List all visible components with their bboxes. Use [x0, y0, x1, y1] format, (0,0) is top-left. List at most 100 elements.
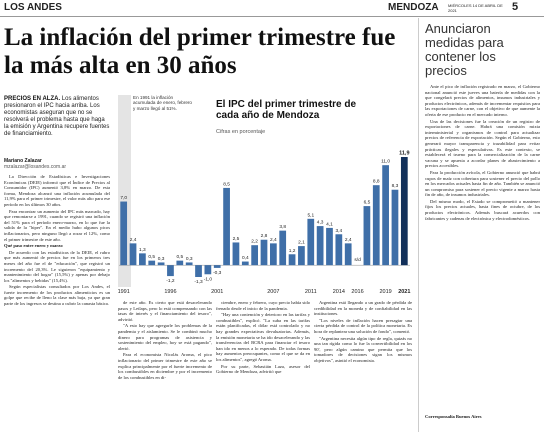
x-tick-label: 2016: [351, 289, 363, 295]
value-label: 1,2: [289, 248, 296, 254]
column: ciembre, enero y febrero, cuyo precio ha…: [216, 300, 310, 432]
paragraph: Para el economista Nicolás Aroma, el pic…: [118, 352, 212, 380]
bar: [335, 234, 343, 266]
value-label: 3,8: [279, 224, 286, 230]
section-name: MENDOZA: [388, 2, 439, 13]
chart-subtitle: Cifras en porcentaje: [216, 129, 265, 135]
bar: [213, 265, 221, 268]
bar: [307, 218, 315, 266]
chart: En 1991 la inflación acumulada de enero,…: [118, 95, 410, 295]
value-label: 2,4: [130, 237, 137, 243]
value-label: 8,5: [223, 181, 230, 187]
lede: PRECIOS EN ALZA. Los alimentos presionar…: [4, 96, 110, 138]
value-label: -0,3: [213, 270, 222, 276]
bar: [260, 239, 268, 266]
value-label: 2,1: [298, 240, 305, 246]
lede-kicker: PRECIOS EN ALZA.: [4, 96, 61, 102]
value-label: 4,3: [317, 220, 324, 226]
bar: [344, 243, 352, 266]
value-label: 3,4: [336, 228, 343, 234]
bar: [167, 265, 174, 277]
chart-title-1: El IPC del primer trimestre de cada año d…: [216, 99, 356, 121]
value-label: 8,8: [373, 179, 380, 185]
paragraph: De acuerdo con las estadísticas de la DE…: [4, 249, 110, 283]
bar: [223, 187, 230, 266]
paragraph: Del mismo modo, el Estado se comprometió…: [425, 198, 540, 221]
value-label: 11,0: [381, 159, 390, 165]
paragraph: "A esto hay que agregarle los problemas …: [118, 323, 212, 351]
value-label: 5,1: [307, 212, 314, 218]
bar: [316, 226, 324, 266]
paragraph: Por su parte, Sebastián Laza, asesor del…: [216, 363, 310, 375]
x-tick-label: 1991: [118, 289, 130, 295]
bar: [288, 254, 296, 266]
bar: [232, 242, 240, 266]
page-number: 5: [512, 1, 519, 13]
bar: [204, 265, 212, 275]
bar: [372, 185, 380, 266]
value-label: 6,5: [364, 200, 371, 206]
value-label: 4,1: [326, 221, 333, 227]
title-line: El IPC del primer trimestre de: [216, 99, 356, 110]
value-label: 0,4: [242, 255, 249, 261]
paragraph: Para encontrar un aumento del IPC más ma…: [4, 208, 110, 242]
value-label: 8,3: [392, 183, 399, 189]
value-label: 1,3: [139, 247, 146, 253]
author-email: mzalazar@losandes.com.ar: [4, 164, 67, 170]
value-label: 0,3: [186, 256, 193, 262]
paragraph: Qué paso entre enero y marzo: [4, 243, 63, 249]
paragraph: de este año. Es cierto que está desacele…: [118, 300, 212, 322]
sidebar-title: Anunciaron medidas para contener los pre…: [425, 21, 504, 78]
sidebar: Anunciaron medidas para contener los pre…: [418, 18, 540, 432]
bar: [139, 253, 146, 266]
byline: Mariano Zalazar mzalazar@losandes.com.ar: [4, 158, 110, 170]
bar: [129, 243, 137, 266]
value-label: 0,3: [158, 256, 165, 262]
bar: [382, 165, 389, 266]
paragraph: Para la producción avícola, el Gobierno …: [425, 169, 540, 198]
x-tick-label: 2021: [398, 289, 410, 295]
value-label: 2,4: [270, 237, 277, 243]
bar: [400, 157, 408, 266]
paper-name: LOS ANDES: [4, 2, 62, 13]
paragraph: Según especialistas consultados por Los …: [4, 284, 110, 307]
bar: [176, 260, 184, 266]
x-tick-label: 2007: [267, 289, 279, 295]
bar: [148, 260, 156, 266]
bar: [363, 206, 371, 266]
value-label: -1,0: [204, 276, 213, 282]
date: MIÉRCOLES 14 DE ABRIL DE 2021: [448, 3, 503, 13]
value-label: -1,3: [194, 279, 203, 285]
value-label: 2,4: [345, 237, 352, 243]
headline: La inflación del primer trimestre fue la…: [4, 24, 396, 79]
x-tick-label: 2001: [211, 289, 223, 295]
author-name: Mariano Zalazar: [4, 158, 42, 164]
sidebar-body: Ante el pico de inflación registrado en …: [425, 84, 540, 414]
x-tick-label: 2014: [333, 289, 345, 295]
title-line: cada año de Mendoza: [216, 110, 320, 121]
paragraph: Una de las decisiones fue la creación de…: [425, 118, 540, 169]
paragraph: "Los niveles de inflación hacen presagia…: [314, 317, 412, 334]
bar: [279, 230, 287, 266]
column: Argentina está llegando a un grado de pé…: [314, 300, 412, 432]
paragraph: ciembre, enero y febrero, cuyo precio ha…: [216, 300, 310, 311]
bar: [157, 262, 165, 266]
x-tick-label: 2019: [379, 289, 391, 295]
paragraph: "Argentina necesita algún tipo de regla,…: [314, 335, 412, 363]
value-label: 2,8: [261, 233, 268, 239]
signature: Corresponsalía Buenos Aires: [425, 414, 482, 419]
lede-text: Los alimentos presionaron el IPC hacia a…: [4, 96, 110, 137]
bar: [120, 201, 128, 266]
x-tick-label: 2011: [305, 289, 317, 295]
value-label: 2,2: [251, 239, 258, 245]
value-label: -1,2: [166, 278, 175, 284]
bar: [391, 189, 399, 266]
bar: [195, 265, 202, 277]
paragraph: Ante el pico de inflación registrado en …: [425, 84, 540, 117]
value-label: 0,5: [148, 254, 155, 260]
paragraph: "Hay una contención y deterioro en las t…: [216, 312, 310, 362]
bar: [326, 227, 333, 266]
bar: [298, 246, 305, 266]
